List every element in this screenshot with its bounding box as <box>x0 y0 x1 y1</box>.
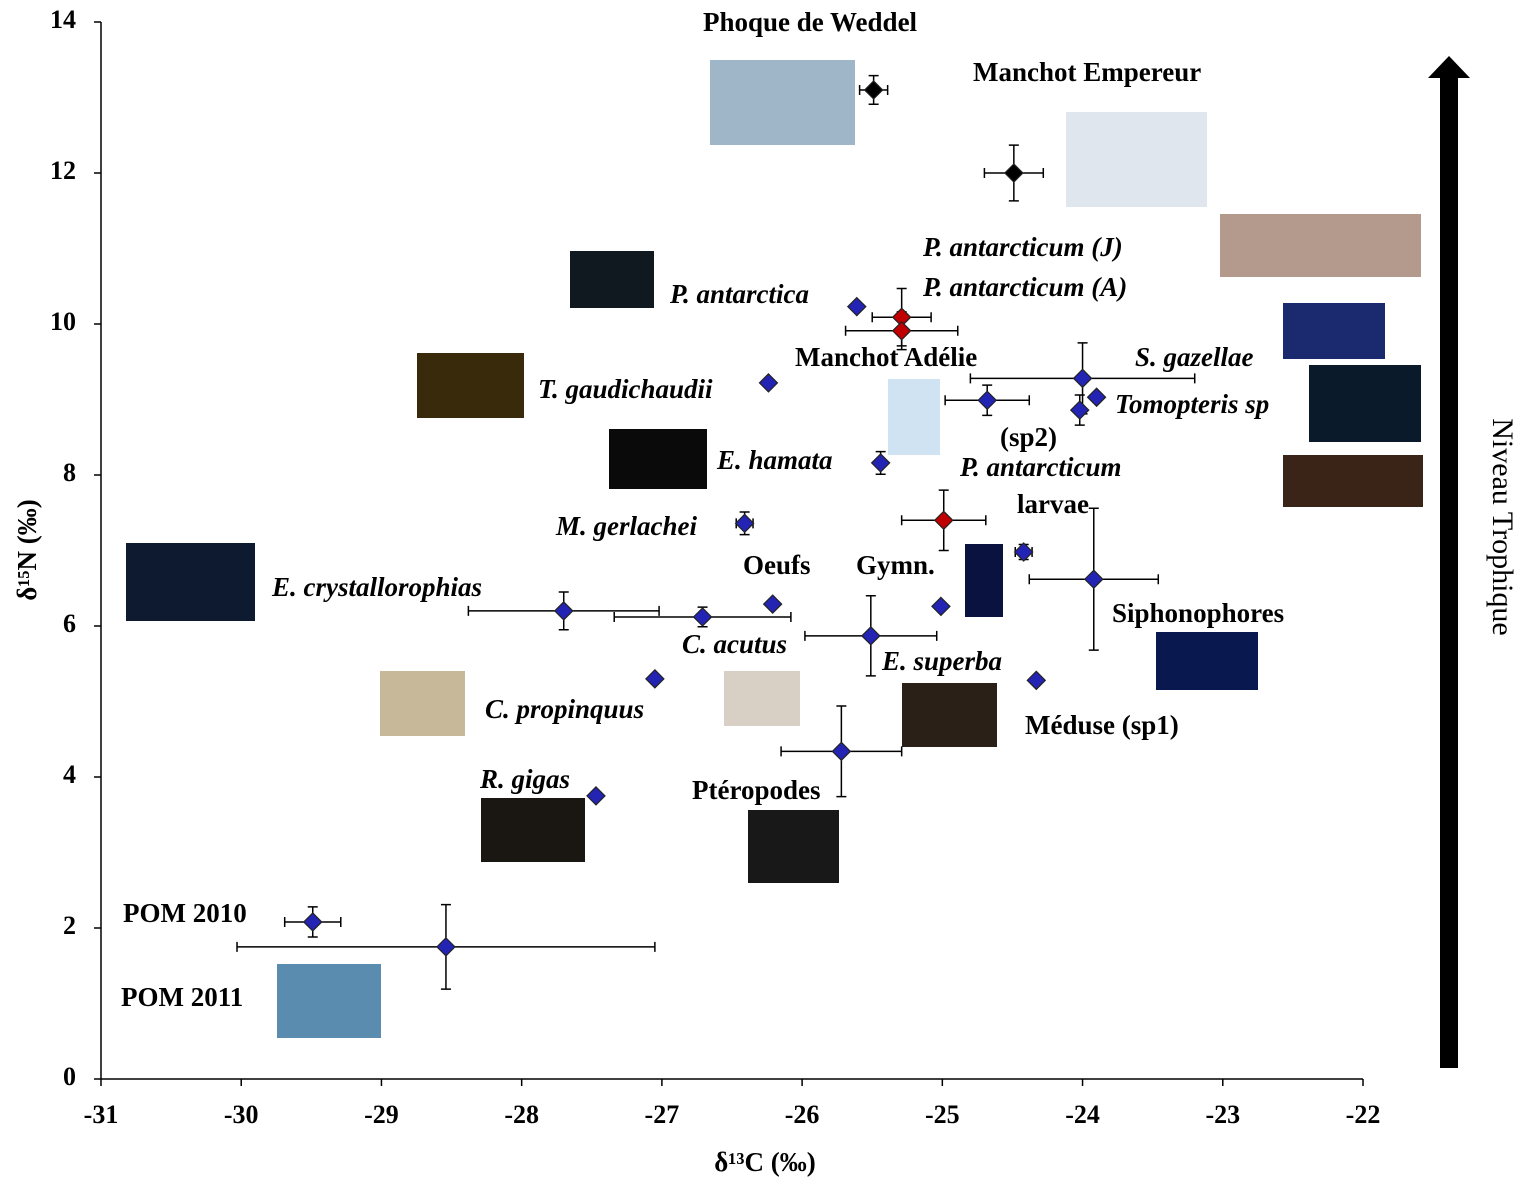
photo <box>902 683 997 747</box>
annotation: P. antarcticum (J) <box>922 232 1123 262</box>
annotation: Ptéropodes <box>692 775 821 805</box>
point <box>645 669 665 689</box>
photo <box>1066 112 1207 207</box>
annotation: P. antarctica <box>669 279 809 309</box>
annotation: P. antarcticum (A) <box>922 272 1127 302</box>
point <box>860 625 881 646</box>
point <box>1083 569 1104 590</box>
annotation: Manchot Empereur <box>973 57 1201 87</box>
y-tick-label: 12 <box>50 156 76 185</box>
photos <box>126 60 1423 1038</box>
point <box>870 453 891 473</box>
annotation: Méduse (sp1) <box>1025 710 1179 740</box>
photo <box>1220 214 1421 277</box>
photo <box>126 543 255 621</box>
annotation: larvae <box>1017 489 1089 519</box>
x-tick-label: -25 <box>925 1100 960 1129</box>
x-tick-label: -27 <box>645 1100 680 1129</box>
annotation: Siphonophores <box>1112 598 1284 628</box>
annotation: E. crystallorophias <box>271 572 482 602</box>
point <box>1026 670 1047 691</box>
annotation: POM 2011 <box>121 982 243 1012</box>
point <box>734 513 755 534</box>
photo <box>888 379 940 455</box>
photo <box>570 251 654 308</box>
x-axis-label: δ¹³C (‰) <box>714 1147 815 1177</box>
point <box>762 594 783 614</box>
point <box>1069 400 1090 420</box>
x-tick-label: -31 <box>84 1100 119 1129</box>
annotation: R. gigas <box>479 764 570 794</box>
x-tick-label: -28 <box>504 1100 539 1129</box>
y-tick-label: 0 <box>63 1062 76 1091</box>
annotation: E. superba <box>881 646 1002 676</box>
annotation: (sp2) <box>1000 422 1057 452</box>
annotation: Phoque de Weddel <box>703 7 918 37</box>
photo <box>1283 455 1423 507</box>
photo <box>277 964 381 1038</box>
annotation: C. acutus <box>682 629 787 659</box>
point <box>891 320 912 341</box>
annotation: Gymn. <box>856 550 935 580</box>
x-tick-label: -30 <box>224 1100 259 1129</box>
annotation: E. hamata <box>716 445 833 475</box>
photo <box>1283 303 1385 359</box>
arrow-shaft <box>1440 75 1458 1068</box>
y-axis-label: δ¹⁵N (‰) <box>12 499 42 600</box>
y-tick-label: 14 <box>50 5 76 34</box>
photo <box>609 429 707 489</box>
point <box>436 937 456 957</box>
point <box>977 390 998 411</box>
annotation: P. antarcticum <box>959 452 1122 482</box>
point <box>933 510 954 531</box>
point <box>758 373 779 393</box>
arrow-head <box>1428 56 1470 78</box>
side-label: Niveau Trophique <box>1486 418 1519 636</box>
annotation: C. propinquus <box>485 694 644 724</box>
photo <box>481 798 585 862</box>
photo <box>1156 632 1258 690</box>
photo <box>417 353 524 418</box>
point <box>302 912 323 932</box>
photo <box>380 671 465 736</box>
x-tick-label: -29 <box>364 1100 399 1129</box>
y-tick-label: 10 <box>50 307 76 336</box>
y-tick-label: 2 <box>63 911 76 940</box>
annotation: Tomopteris sp <box>1115 389 1269 419</box>
point <box>1086 387 1107 408</box>
point <box>692 607 713 627</box>
x-tick-label: -23 <box>1205 1100 1240 1129</box>
point <box>586 786 606 806</box>
point <box>931 596 951 617</box>
x-tick-label: -24 <box>1065 1100 1100 1129</box>
point <box>1072 368 1093 389</box>
point <box>553 601 574 621</box>
point <box>1013 542 1034 562</box>
annotation: S. gazellae <box>1135 342 1254 372</box>
photo <box>965 544 1003 617</box>
y-tick-label: 8 <box>63 458 76 487</box>
photo <box>724 671 800 726</box>
annotation: Oeufs <box>743 550 811 580</box>
photo <box>710 60 855 145</box>
annotation: T. gaudichaudii <box>538 374 713 404</box>
x-tick-label: -22 <box>1346 1100 1381 1129</box>
trophic-arrow <box>1428 56 1470 1068</box>
point <box>831 741 852 762</box>
photo <box>1309 365 1421 442</box>
point <box>846 296 867 317</box>
y-tick-label: 6 <box>63 609 76 638</box>
point <box>863 80 884 100</box>
photo <box>748 810 839 883</box>
annotation: M. gerlachei <box>555 511 697 541</box>
x-tick-label: -26 <box>785 1100 820 1129</box>
point <box>1003 163 1024 183</box>
annotation: Manchot Adélie <box>795 342 977 372</box>
y-tick-label: 4 <box>63 760 76 789</box>
annotation: POM 2010 <box>123 898 247 928</box>
